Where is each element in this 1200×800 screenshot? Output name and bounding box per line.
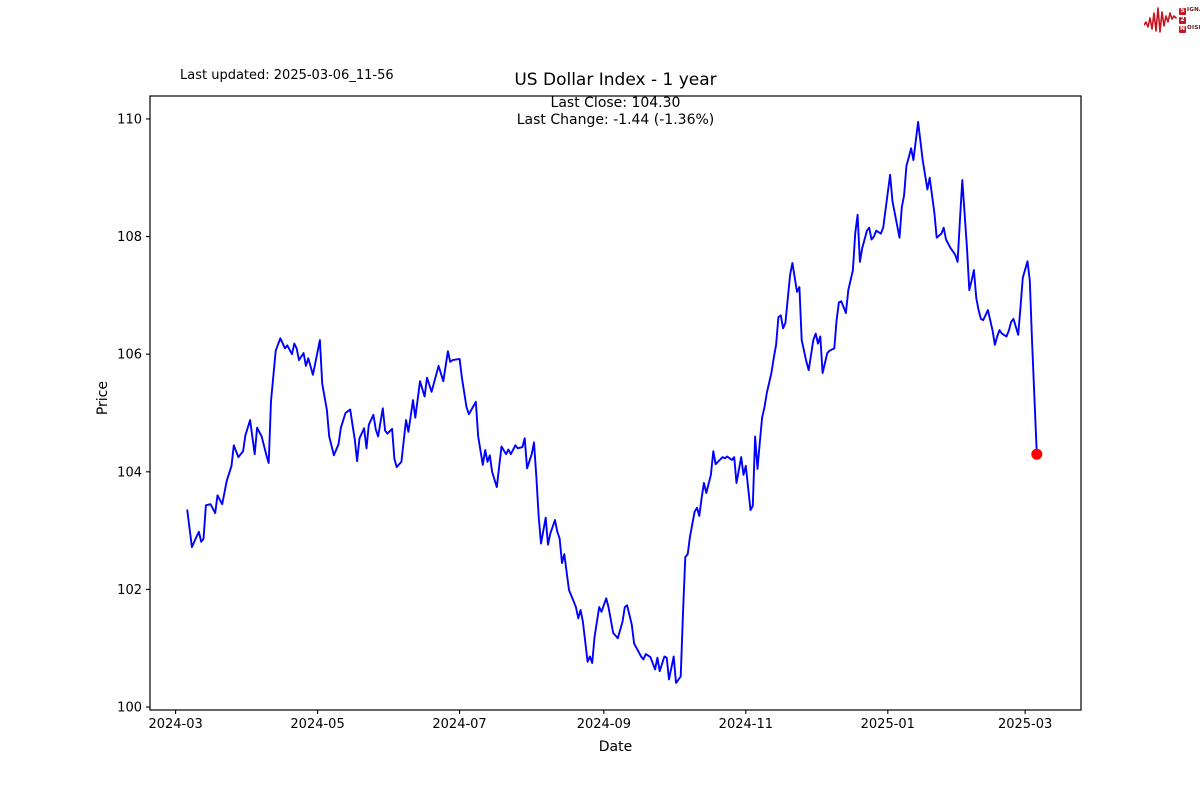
- logo-text-ignal: IGNAL: [1187, 7, 1200, 14]
- x-tick-label: 2025-01: [861, 717, 915, 732]
- x-tick-label: 2024-11: [719, 717, 773, 732]
- plot-border: [149, 95, 1082, 711]
- y-tick-label: 110: [117, 112, 142, 127]
- logo-text: S IGNAL 2 N OISE: [1179, 7, 1200, 33]
- chart-annotation: Last Close: 104.30 Last Change: -1.44 (-…: [150, 95, 1081, 129]
- signal2noise-logo: S IGNAL 2 N OISE: [1144, 4, 1200, 36]
- last-close-marker: [1031, 448, 1043, 460]
- x-tick-label: 2024-05: [290, 717, 344, 732]
- x-tick-label: 2025-03: [998, 717, 1052, 732]
- y-tick-label: 108: [117, 230, 142, 245]
- y-tick-label: 100: [117, 701, 142, 716]
- logo-badge-n: N: [1179, 25, 1186, 33]
- price-line: [186, 120, 1038, 684]
- y-tick-label: 102: [117, 583, 142, 598]
- waveform-icon: [1144, 7, 1177, 33]
- y-tick-label: 104: [117, 465, 142, 480]
- last-updated-text: Last updated: 2025-03-06_11-56: [180, 68, 394, 83]
- x-tick-label: 2024-03: [148, 717, 202, 732]
- chart-title: US Dollar Index - 1 year: [514, 70, 717, 90]
- x-tick-label: 2024-07: [432, 717, 486, 732]
- last-close-text: Last Close: 104.30: [550, 95, 681, 111]
- x-tick-label: 2024-09: [577, 717, 631, 732]
- last-change-text: Last Change: -1.44 (-1.36%): [516, 112, 715, 128]
- x-axis-label: Date: [598, 739, 633, 755]
- logo-text-oise: OISE: [1187, 25, 1200, 32]
- logo-badge-2: 2: [1179, 16, 1186, 24]
- y-tick-label: 106: [117, 348, 142, 363]
- logo-badge-s: S: [1179, 7, 1186, 15]
